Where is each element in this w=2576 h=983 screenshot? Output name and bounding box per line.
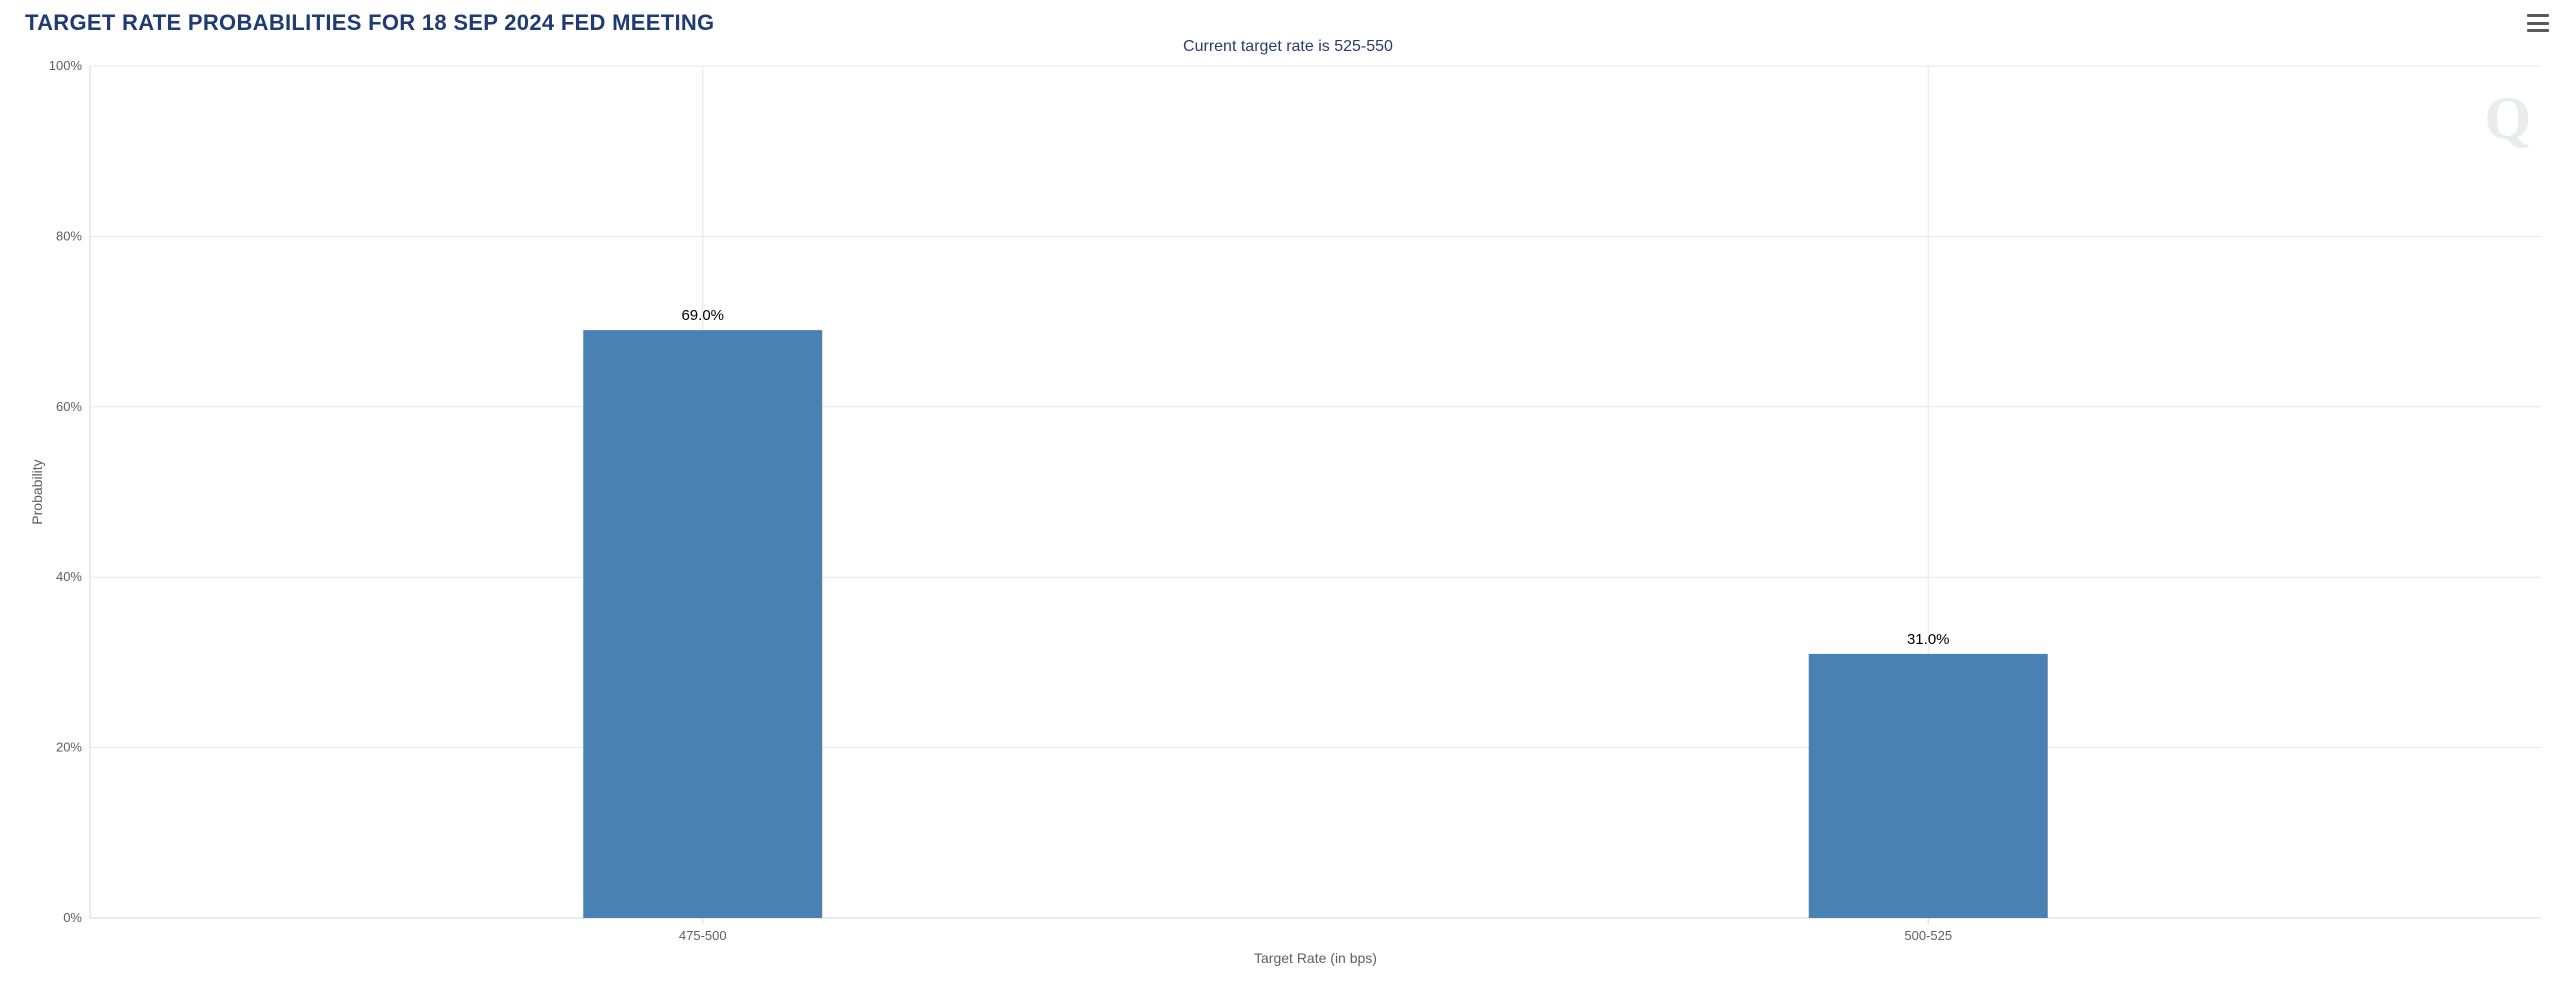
y-tick-label: 100% xyxy=(49,58,83,73)
hamburger-bar xyxy=(2527,29,2549,32)
y-tick-label: 60% xyxy=(56,399,82,414)
y-tick-label: 0% xyxy=(63,910,82,925)
chart-svg: 0% 20% 40% 60% 80% 100% 69.0% 475-500 31.0% 500-5… xyxy=(20,56,2556,973)
hamburger-bar xyxy=(2527,22,2549,25)
x-axis-label: Target Rate (in bps) xyxy=(1254,950,1377,966)
hamburger-bar xyxy=(2527,14,2549,17)
y-tick-label: 20% xyxy=(56,740,82,755)
y-tick-label: 80% xyxy=(56,228,82,243)
bar-value-label: 31.0% xyxy=(1907,631,1950,648)
bar[interactable] xyxy=(583,330,822,918)
chart-container: TARGET RATE PROBABILITIES FOR 18 SEP 202… xyxy=(0,0,2576,983)
chart-menu-icon[interactable] xyxy=(2525,10,2551,36)
chart-header: TARGET RATE PROBABILITIES FOR 18 SEP 202… xyxy=(20,10,2556,36)
chart-plot-area: 0% 20% 40% 60% 80% 100% 69.0% 475-500 31.0% 500-5… xyxy=(20,56,2556,973)
x-tick-label: 475-500 xyxy=(679,928,727,943)
x-tick-label: 500-525 xyxy=(1904,928,1952,943)
y-tick-label: 40% xyxy=(56,569,82,584)
bar[interactable] xyxy=(1809,654,2048,918)
chart-subtitle: Current target rate is 525-550 xyxy=(20,38,2556,56)
bar-value-label: 69.0% xyxy=(681,307,724,324)
y-axis-label: Probability xyxy=(29,459,45,524)
chart-title: TARGET RATE PROBABILITIES FOR 18 SEP 202… xyxy=(25,10,714,36)
